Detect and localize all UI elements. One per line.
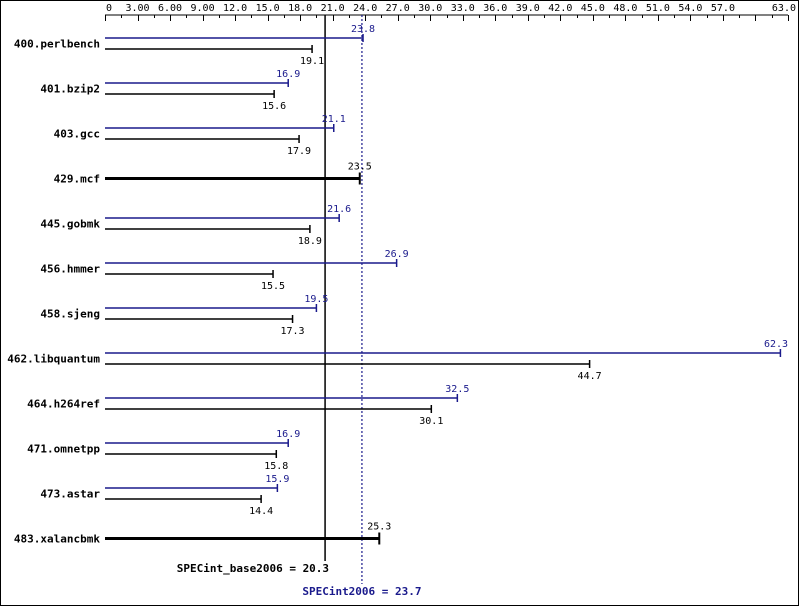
base-value-label: 44.7 bbox=[578, 371, 602, 382]
benchmark-label: 464.h264ref bbox=[27, 398, 100, 411]
x-tick-label: 54.0 bbox=[678, 3, 702, 14]
benchmark-label: 471.omnetpp bbox=[27, 443, 100, 456]
peak-value-label: 26.9 bbox=[385, 249, 409, 260]
benchmark-label: 429.mcf bbox=[54, 173, 100, 186]
base-value-label: 30.1 bbox=[419, 416, 443, 427]
base-value-label: 17.3 bbox=[281, 326, 305, 337]
benchmark-label: 400.perlbench bbox=[14, 38, 100, 51]
x-tick-label: 42.0 bbox=[548, 3, 572, 14]
peak-value-label: 16.9 bbox=[276, 69, 300, 80]
x-tick-label: 63.0 bbox=[772, 3, 796, 14]
x-tick-label: 36.0 bbox=[483, 3, 507, 14]
peak-value-label: 32.5 bbox=[445, 384, 469, 395]
benchmark-label: 445.gobmk bbox=[40, 218, 100, 231]
base-value-label: 15.8 bbox=[264, 461, 288, 472]
peak-value-label: 21.1 bbox=[322, 114, 346, 125]
base-value-label: 15.5 bbox=[261, 281, 285, 292]
bars: 400.perlbench 23.8 19.1 401.bzip2 16.9 15.6 40… bbox=[7, 24, 788, 546]
x-tick-label: 0 bbox=[106, 3, 112, 14]
x-tick-label: 48.0 bbox=[613, 3, 637, 14]
summary-labels: SPECint_base2006 = 20.3 SPECint2006 = 23.… bbox=[177, 562, 422, 598]
x-tick-label: 6.00 bbox=[158, 3, 182, 14]
peak-value-label: 62.3 bbox=[764, 339, 788, 350]
reference-lines bbox=[324, 15, 363, 584]
benchmark-label: 401.bzip2 bbox=[40, 83, 100, 96]
x-tick-label: 51.0 bbox=[646, 3, 670, 14]
peak-summary-label: SPECint2006 = 23.7 bbox=[302, 585, 421, 598]
benchmark-label: 403.gcc bbox=[54, 128, 100, 141]
base-value-label: 18.9 bbox=[298, 236, 322, 247]
base-summary-label: SPECint_base2006 = 20.3 bbox=[177, 562, 329, 575]
x-tick-label: 45.0 bbox=[581, 3, 605, 14]
base-value-label: 15.6 bbox=[262, 101, 286, 112]
base-value-label: 25.3 bbox=[367, 522, 391, 533]
peak-value-label: 23.8 bbox=[351, 24, 375, 35]
benchmark-label: 483.xalancbmk bbox=[14, 533, 100, 546]
x-tick-label: 39.0 bbox=[516, 3, 540, 14]
x-tick-label: 27.0 bbox=[386, 3, 410, 14]
x-tick-label: 21.0 bbox=[321, 3, 345, 14]
benchmark-label: 462.libquantum bbox=[7, 353, 100, 366]
benchmark-label: 473.astar bbox=[40, 488, 100, 501]
benchmark-label: 456.hmmer bbox=[40, 263, 100, 276]
benchmark-label: 458.sjeng bbox=[40, 308, 100, 321]
x-tick-label: 9.00 bbox=[191, 3, 215, 14]
base-value-label: 17.9 bbox=[287, 146, 311, 157]
peak-value-label: 15.9 bbox=[265, 474, 289, 485]
x-tick-label: 57.0 bbox=[711, 3, 735, 14]
x-tick-label: 15.0 bbox=[256, 3, 280, 14]
x-tick-label: 33.0 bbox=[451, 3, 475, 14]
base-value-label: 14.4 bbox=[249, 506, 273, 517]
base-value-label: 23.5 bbox=[348, 162, 372, 173]
peak-value-label: 19.5 bbox=[304, 294, 328, 305]
x-tick-label: 12.0 bbox=[223, 3, 247, 14]
peak-value-label: 16.9 bbox=[276, 429, 300, 440]
x-tick-label: 30.0 bbox=[418, 3, 442, 14]
x-tick-label: 3.00 bbox=[125, 3, 149, 14]
x-tick-label: 18.0 bbox=[288, 3, 312, 14]
x-axis: 0 3.00 6.00 9.00 12.0 15.0 18.0 21.0 24.0 27.0 30.… bbox=[105, 3, 796, 21]
base-value-label: 19.1 bbox=[300, 56, 324, 67]
x-tick-label: 24.0 bbox=[353, 3, 377, 14]
peak-value-label: 21.6 bbox=[327, 204, 351, 215]
